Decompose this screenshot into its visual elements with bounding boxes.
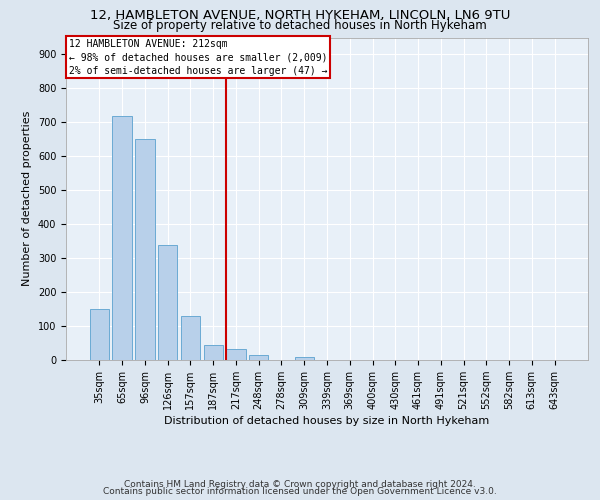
Bar — [135, 139, 155, 360]
Text: Size of property relative to detached houses in North Hykeham: Size of property relative to detached ho… — [113, 18, 487, 32]
Text: Contains HM Land Registry data © Crown copyright and database right 2024.: Contains HM Land Registry data © Crown c… — [124, 480, 476, 489]
Text: 12 HAMBLETON AVENUE: 212sqm
← 98% of detached houses are smaller (2,009)
2% of s: 12 HAMBLETON AVENUE: 212sqm ← 98% of det… — [68, 39, 327, 76]
Y-axis label: Number of detached properties: Number of detached properties — [22, 111, 32, 286]
Text: 12, HAMBLETON AVENUE, NORTH HYKEHAM, LINCOLN, LN6 9TU: 12, HAMBLETON AVENUE, NORTH HYKEHAM, LIN… — [90, 8, 510, 22]
Bar — [112, 116, 132, 360]
Bar — [295, 356, 314, 360]
Bar — [181, 316, 200, 360]
Text: Contains public sector information licensed under the Open Government Licence v3: Contains public sector information licen… — [103, 487, 497, 496]
X-axis label: Distribution of detached houses by size in North Hykeham: Distribution of detached houses by size … — [164, 416, 490, 426]
Bar — [249, 355, 268, 360]
Bar — [158, 246, 178, 360]
Bar — [203, 344, 223, 360]
Bar — [226, 349, 245, 360]
Bar — [90, 309, 109, 360]
